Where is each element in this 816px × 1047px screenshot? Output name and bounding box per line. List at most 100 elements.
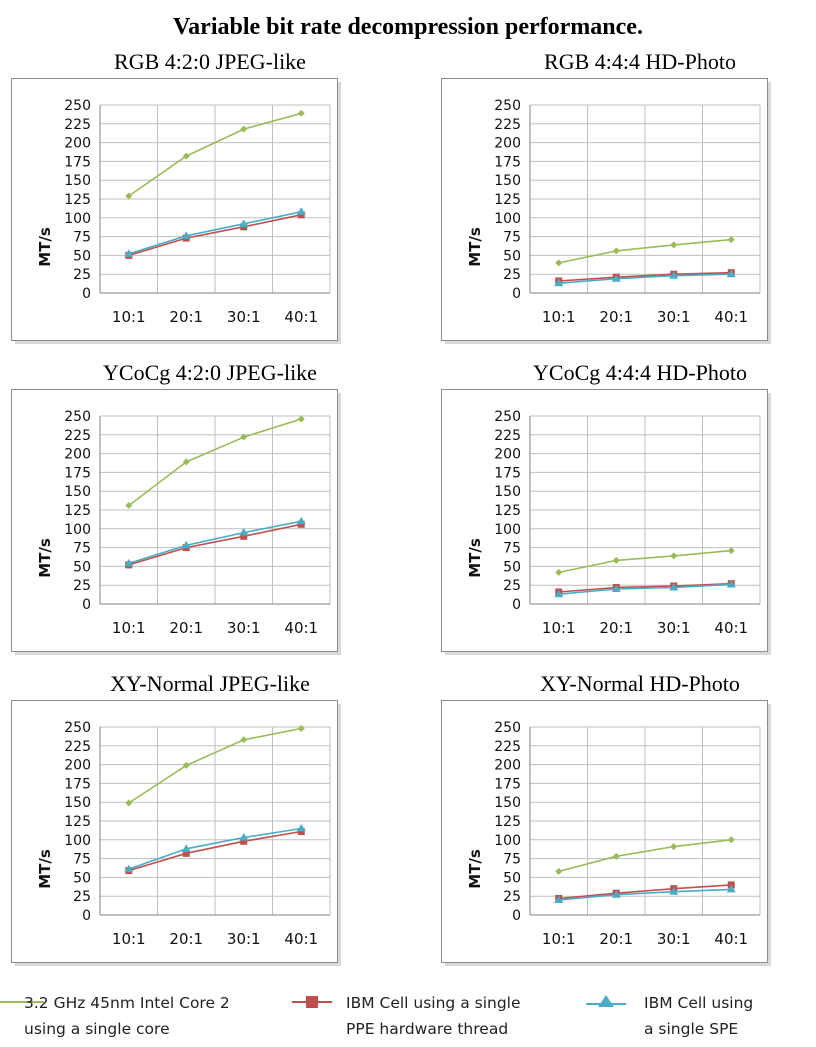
data-point-ppe xyxy=(727,881,735,889)
chart-frame xyxy=(11,700,338,963)
y-tick-label: 175 xyxy=(494,154,521,170)
chart-title: YCoCg 4:2:0 JPEG-like xyxy=(103,360,317,385)
x-tick-label: 30:1 xyxy=(227,308,261,326)
x-tick-label: 10:1 xyxy=(112,308,146,326)
y-tick-label: 75 xyxy=(503,852,521,868)
y-tick-label: 25 xyxy=(73,267,91,283)
y-tick-label: 225 xyxy=(494,117,521,133)
data-point-intel xyxy=(297,109,305,117)
y-tick-label: 25 xyxy=(503,889,521,905)
y-tick-label: 250 xyxy=(64,98,91,114)
data-point-spe xyxy=(726,269,736,278)
data-point-spe xyxy=(726,884,736,893)
x-tick-label: 20:1 xyxy=(169,619,203,637)
y-tick-label: 250 xyxy=(494,98,521,114)
y-tick-label: 50 xyxy=(73,559,91,575)
y-tick-label: 75 xyxy=(503,230,521,246)
data-point-intel xyxy=(125,501,133,509)
y-tick-label: 0 xyxy=(512,908,521,924)
x-tick-label: 10:1 xyxy=(542,619,576,637)
series-line-spe xyxy=(128,211,302,255)
chart-panel-4: YCoCg 4:4:4 HD-Photo 0 25 50 75 100 125 150 175… xyxy=(440,360,816,660)
legend-swatch xyxy=(586,995,626,1007)
x-tick-label: 10:1 xyxy=(542,930,576,948)
y-tick-label: 0 xyxy=(82,908,91,924)
y-tick-label: 150 xyxy=(494,795,521,811)
chart-frame xyxy=(441,700,768,963)
data-point-spe xyxy=(669,271,679,279)
y-tick-label: 175 xyxy=(64,465,91,481)
series-line-spe xyxy=(558,583,732,595)
y-axis-label: MT/s xyxy=(466,227,484,267)
chart-frame xyxy=(11,78,338,341)
chart-title: YCoCg 4:4:4 HD-Photo xyxy=(533,360,747,385)
data-point-ppe xyxy=(297,520,305,528)
y-tick-label: 125 xyxy=(64,503,91,519)
series-line-spe xyxy=(128,827,302,870)
y-tick-label: 25 xyxy=(503,578,521,594)
chart-title: XY-Normal HD-Photo xyxy=(540,671,740,696)
data-point-spe xyxy=(239,528,249,536)
x-tick-label: 20:1 xyxy=(169,930,203,948)
data-point-intel xyxy=(555,259,563,267)
y-tick-label: 200 xyxy=(64,758,91,774)
y-tick-label: 225 xyxy=(494,428,521,444)
x-tick-label: 20:1 xyxy=(169,308,203,326)
legend-swatch xyxy=(0,1001,44,1003)
data-point-intel xyxy=(555,568,563,576)
x-tick-label: 40:1 xyxy=(284,930,318,948)
data-point-ppe xyxy=(182,849,190,857)
data-point-spe xyxy=(124,864,134,873)
line-chart: 0 25 50 75 100 125 150 175 200 225 250 10:1 20:1 30:1… xyxy=(11,700,341,966)
line-chart: 0 25 50 75 100 125 150 175 200 225 250 10:1 20:1 30:1… xyxy=(11,389,341,655)
y-tick-label: 225 xyxy=(64,428,91,444)
chart-frame xyxy=(441,78,768,341)
data-point-intel xyxy=(727,236,735,244)
y-tick-label: 50 xyxy=(73,870,91,886)
chart-title: RGB 4:4:4 HD-Photo xyxy=(544,49,736,74)
data-point-spe xyxy=(669,582,679,591)
y-tick-label: 100 xyxy=(64,211,91,227)
y-tick-label: 0 xyxy=(82,597,91,613)
series-line-spe xyxy=(558,888,732,901)
y-tick-label: 150 xyxy=(494,173,521,189)
data-point-intel xyxy=(182,152,190,160)
x-tick-label: 20:1 xyxy=(599,619,633,637)
y-tick-label: 225 xyxy=(64,739,91,755)
y-tick-label: 125 xyxy=(64,814,91,830)
series-line-ppe xyxy=(558,271,732,282)
y-tick-label: 125 xyxy=(494,192,521,208)
legend-label: IBM Cell using a single PPE hardware thr… xyxy=(346,994,521,1038)
data-point-ppe xyxy=(297,828,305,836)
y-tick-label: 50 xyxy=(503,559,521,575)
y-tick-label: 100 xyxy=(64,522,91,538)
data-point-spe xyxy=(296,824,306,832)
x-tick-label: 30:1 xyxy=(657,619,691,637)
series-line-intel xyxy=(128,112,302,197)
y-tick-label: 225 xyxy=(64,117,91,133)
chart-panel-3: YCoCg 4:2:0 JPEG-like 0 25 50 75 100 125 150 17… xyxy=(10,360,410,660)
x-tick-label: 40:1 xyxy=(284,619,318,637)
series-line-ppe xyxy=(128,523,302,566)
y-tick-label: 175 xyxy=(64,154,91,170)
line-chart: 0 25 50 75 100 125 150 175 200 225 250 10:1 20:1 30:1… xyxy=(441,389,771,655)
data-point-spe xyxy=(181,540,191,549)
y-tick-label: 0 xyxy=(512,597,521,613)
x-tick-label: 10:1 xyxy=(542,308,576,326)
series-line-intel xyxy=(558,549,732,574)
y-axis-label: MT/s xyxy=(466,538,484,578)
line-chart: 0 25 50 75 100 125 150 175 200 225 250 10:1 20:1 30:1… xyxy=(441,78,771,344)
data-point-intel xyxy=(240,736,248,744)
y-tick-label: 0 xyxy=(512,286,521,302)
data-point-spe xyxy=(181,231,191,239)
data-point-spe xyxy=(239,833,249,841)
y-tick-label: 50 xyxy=(73,248,91,264)
series-line-intel xyxy=(128,418,302,507)
y-tick-label: 25 xyxy=(73,889,91,905)
data-point-intel xyxy=(670,843,678,851)
chart-panel-1: RGB 4:2:0 JPEG-like 0 25 50 75 100 125 150 175 2… xyxy=(10,49,410,349)
y-tick-label: 150 xyxy=(64,795,91,811)
y-axis-label: MT/s xyxy=(36,849,54,889)
y-tick-label: 125 xyxy=(494,503,521,519)
data-point-intel xyxy=(125,192,133,200)
